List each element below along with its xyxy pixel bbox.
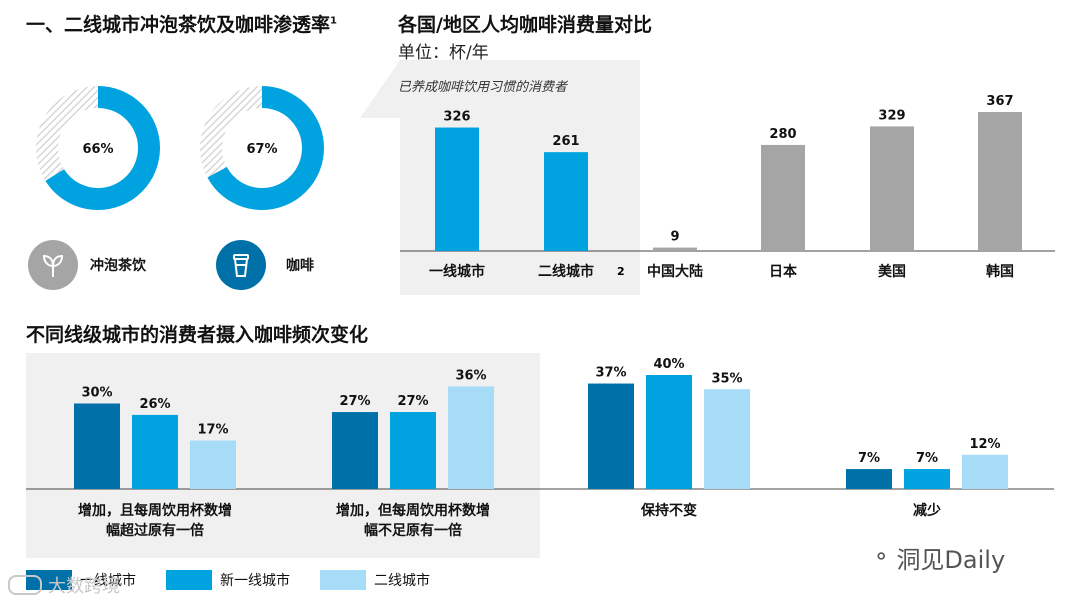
watermark-left: 大数跨境 (8, 572, 120, 598)
pc-bar-1 (544, 152, 588, 251)
legend-swatch-new-tier1 (166, 570, 212, 590)
fq-value-3-1: 7% (916, 451, 938, 466)
legend-tea: 冲泡茶饮 (28, 240, 146, 290)
pc-category-3: 日本 (769, 263, 798, 280)
pc-value-2: 9 (670, 230, 679, 245)
fq-bar-3-1 (904, 469, 950, 489)
wechat-icon: ⚬ (872, 545, 891, 570)
tea-leaf-icon (28, 240, 78, 290)
section1-title: 一、二线城市冲泡茶饮及咖啡渗透率1 (26, 14, 337, 36)
per-capita-chart: 已养成咖啡饮用习惯的消费者 326 一线城市 261 二线城市 9 中国大陆 280 日本 32… (360, 60, 1055, 295)
watermark-logo-icon (8, 575, 42, 595)
legend: 一线城市 新一线城市 二线城市 (26, 570, 430, 590)
coffee-cup-icon (216, 240, 266, 290)
legend-item-tier2: 二线城市 (320, 570, 430, 590)
pc-bar-2 (653, 247, 697, 251)
fq-value-1-1: 27% (397, 394, 428, 409)
fq-value-2-2: 35% (711, 371, 742, 386)
fq-value-2-0: 37% (595, 366, 626, 381)
fq-category-3-line-0: 减少 (913, 502, 941, 519)
fq-bar-0-1 (132, 414, 178, 489)
donut-value-0: 66% (82, 142, 113, 157)
donut-hole-1 (222, 108, 302, 188)
pc-category-4: 美国 (878, 263, 906, 280)
fq-bar-1-1 (390, 412, 436, 489)
coffee-label: 咖啡 (286, 258, 314, 274)
donut-arc-0 (36, 86, 160, 210)
legend-item-new-tier1: 新一线城市 (166, 570, 290, 590)
pc-value-1: 261 (552, 134, 579, 149)
fq-bar-2-2 (704, 389, 750, 489)
pc-value-0: 326 (443, 110, 470, 125)
fq-category-0-line-1: 幅超过原有一倍 (106, 522, 204, 539)
pc-value-3: 280 (769, 127, 796, 142)
fq-value-1-0: 27% (339, 394, 370, 409)
watermark-right: ⚬ 洞见Daily (872, 545, 1006, 574)
fq-bar-1-0 (332, 412, 378, 489)
legend-swatch-tier2 (320, 570, 366, 590)
pc-category-5: 韩国 (986, 263, 1014, 280)
donut-arc-1 (200, 86, 324, 210)
legend-coffee: 咖啡 (216, 240, 314, 290)
legend-label-tier2: 二线城市 (374, 573, 430, 589)
pc-value-4: 329 (878, 108, 905, 123)
legend-label-new-tier1: 新一线城市 (220, 573, 290, 589)
donut-value-1: 67% (246, 142, 277, 157)
fq-bar-3-2 (962, 454, 1008, 489)
section2-unit: 单位：杯/年 (398, 43, 489, 63)
pc-bar-5 (978, 112, 1022, 251)
fq-bar-2-0 (588, 383, 634, 489)
pc-bar-3 (761, 144, 805, 251)
section1-title-sup: 1 (330, 15, 337, 27)
tea-label: 冲泡茶饮 (90, 258, 146, 274)
fq-value-2-1: 40% (653, 357, 684, 372)
section2-title: 各国/地区人均咖啡消费量对比 (398, 14, 652, 36)
section3-title: 不同线级城市的消费者摄入咖啡频次变化 (26, 324, 369, 346)
fq-category-0-line-0: 增加，且每周饮用杯数增 (78, 502, 232, 519)
fq-bar-0-0 (74, 403, 120, 489)
fq-bar-1-2 (448, 386, 494, 489)
pc-value-5: 367 (986, 94, 1013, 109)
pc-bar-4 (870, 126, 914, 251)
pc-category-0: 一线城市 (429, 263, 485, 280)
fq-bar-3-0 (846, 469, 892, 489)
legend-label-tier1: 一线城市 (80, 573, 136, 589)
fq-value-3-0: 7% (858, 451, 880, 466)
fq-value-0-2: 17% (197, 423, 228, 438)
fq-bar-2-1 (646, 375, 692, 489)
donut-hole-0 (58, 108, 138, 188)
pc-category-2: 中国大陆 (647, 263, 703, 280)
donut-charts: 66% 67% (36, 86, 324, 210)
fq-value-0-1: 26% (139, 397, 170, 412)
fq-value-1-2: 36% (455, 368, 486, 383)
fq-category-1-line-1: 幅不足原有一倍 (364, 522, 462, 539)
fq-category-2-line-0: 保持不变 (640, 502, 697, 519)
pc-category-1: 二线城市 (538, 263, 594, 280)
fq-bar-0-2 (190, 440, 236, 489)
fq-category-1-line-0: 增加，但每周饮用杯数增 (336, 502, 490, 519)
highlight-panel (360, 60, 640, 295)
fq-value-0-0: 30% (81, 386, 112, 401)
pc-bar-0 (435, 127, 479, 251)
fq-value-3-2: 12% (969, 437, 1000, 452)
panel-note: 已养成咖啡饮用习惯的消费者 (398, 79, 569, 95)
pc-footnote-mark: 2 (617, 265, 625, 278)
